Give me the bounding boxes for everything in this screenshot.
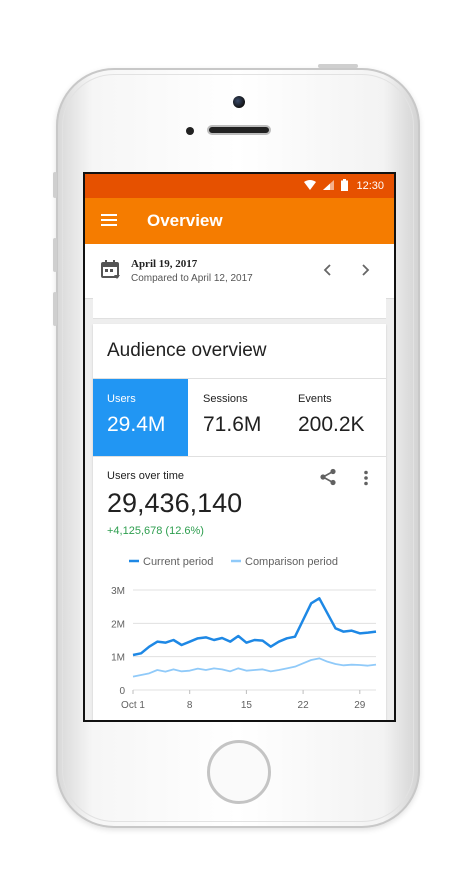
metric-tab-users[interactable]: Users 29.4M <box>93 379 188 456</box>
x-tick-label: 29 <box>354 700 366 711</box>
metric-divider <box>93 456 386 457</box>
phone-rim <box>62 74 414 822</box>
series-line <box>132 597 377 657</box>
metric-value: 200.2K <box>298 413 365 436</box>
status-bar: 12:30 <box>85 174 394 198</box>
metric-tab-sessions[interactable]: Sessions 71.6M <box>189 379 284 456</box>
mute-switch <box>53 172 57 198</box>
legend-label: Current period <box>143 556 213 568</box>
card-divider <box>93 378 386 379</box>
section-label: Users over time <box>107 470 185 482</box>
x-tick-label: 15 <box>241 700 253 711</box>
front-camera <box>233 96 245 108</box>
next-date-button[interactable] <box>355 260 375 280</box>
x-tick-label: Oct 1 <box>121 700 145 711</box>
status-time: 12:30 <box>356 180 384 192</box>
toolbar-title: Overview <box>147 211 223 230</box>
y-tick-label: 1M <box>111 653 125 664</box>
users-delta: +4,125,678 (12.6%) <box>107 525 204 537</box>
y-tick-label: 0 <box>119 686 125 697</box>
y-tick-label: 3M <box>111 586 125 597</box>
previous-card-edge <box>93 298 386 319</box>
app-screen: 12:30 Overview April 19, 2017 Compared t… <box>85 174 394 720</box>
users-total: 29,436,140 <box>107 488 243 518</box>
x-tick-label: 22 <box>298 700 310 711</box>
app-toolbar: Overview <box>85 198 394 244</box>
proximity-sensor <box>186 127 194 135</box>
more-vert-icon[interactable] <box>363 470 369 486</box>
series-line <box>132 657 377 678</box>
share-icon[interactable] <box>319 468 337 486</box>
metric-label: Sessions <box>203 393 248 405</box>
previous-date-button[interactable] <box>318 260 338 280</box>
metric-value: 29.4M <box>107 413 166 436</box>
x-tick-label: 8 <box>187 700 193 711</box>
chevron-left-icon <box>323 264 331 276</box>
hamburger-menu-icon[interactable] <box>101 214 117 227</box>
volume-up-button <box>53 238 57 272</box>
power-button <box>318 64 358 68</box>
metric-value: 71.6M <box>203 413 262 436</box>
metric-label: Users <box>107 393 136 405</box>
wifi-icon <box>304 180 316 190</box>
comparison-date: Compared to April 12, 2017 <box>131 273 253 284</box>
legend-label: Comparison period <box>245 556 338 568</box>
selected-date: April 19, 2017 <box>131 258 198 270</box>
date-selector[interactable]: April 19, 2017 Compared to April 12, 201… <box>85 244 394 299</box>
y-tick-label: 2M <box>111 619 125 630</box>
metric-tab-events[interactable]: Events 200.2K <box>284 379 379 456</box>
earpiece-speaker <box>207 125 271 135</box>
chevron-right-icon <box>362 264 370 276</box>
battery-icon <box>341 179 348 191</box>
users-over-time-chart: Current period Comparison period 3M 2M 1M 0 Oc… <box>111 556 377 711</box>
calendar-icon <box>101 260 120 279</box>
phone-screen: 12:30 Overview April 19, 2017 Compared t… <box>83 172 396 722</box>
home-button[interactable] <box>207 740 271 804</box>
card-title: Audience overview <box>107 340 267 361</box>
volume-down-button <box>53 292 57 326</box>
metric-label: Events <box>298 393 332 405</box>
status-icons <box>304 179 348 191</box>
audience-overview-card: Audience overview Users 29.4M Sessions 7… <box>93 324 386 720</box>
signal-icon <box>323 180 334 190</box>
